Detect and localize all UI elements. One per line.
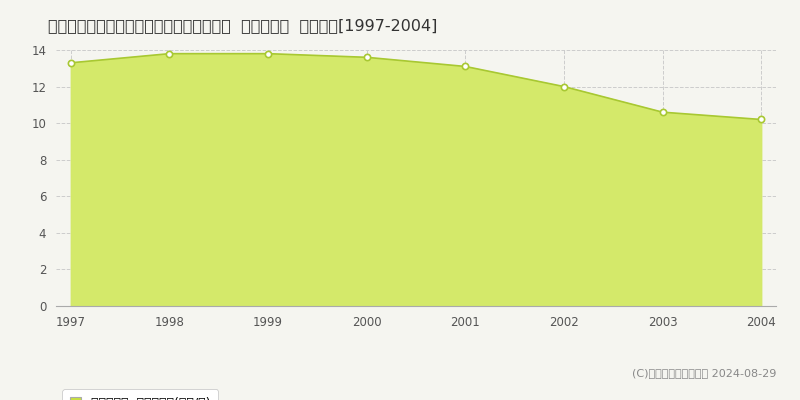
Text: (C)土地価格ドットコム 2024-08-29: (C)土地価格ドットコム 2024-08-29 — [632, 368, 776, 378]
Text: 兵庫県川辺郡猪名川町木津字東山６５番７  基準地価格  地価推移[1997-2004]: 兵庫県川辺郡猪名川町木津字東山６５番７ 基準地価格 地価推移[1997-2004… — [48, 18, 438, 33]
Legend: 基準地価格  平均坪単価(万円/坪): 基準地価格 平均坪単価(万円/坪) — [62, 389, 218, 400]
